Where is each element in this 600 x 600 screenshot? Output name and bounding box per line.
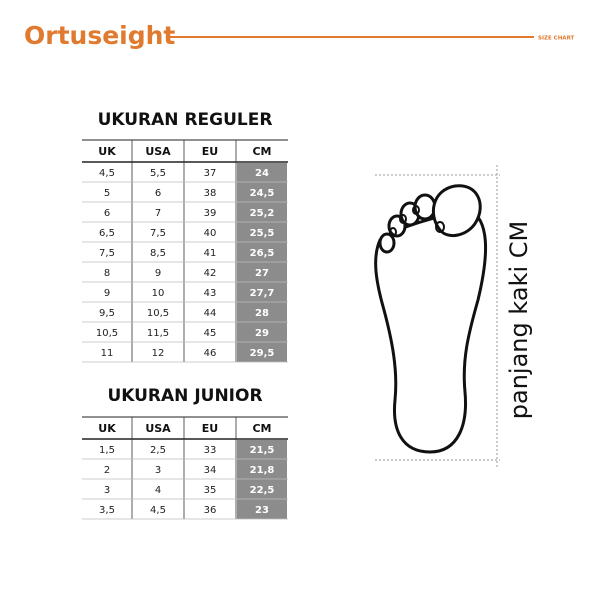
table-cell: 3 (155, 465, 161, 476)
brand-logo: Ortuseight (24, 21, 175, 50)
table-cell: 24 (255, 168, 269, 179)
table-cell: 26,5 (250, 248, 275, 259)
table-cell: 3 (104, 485, 110, 496)
table-cell: 10 (152, 288, 165, 299)
table-cell: 11 (101, 348, 114, 359)
column-header: UK (98, 422, 116, 435)
foot-label: panjang kaki CM (505, 221, 533, 419)
table-cell: 42 (204, 268, 217, 279)
cm-column (237, 163, 287, 362)
table-cell: 5,5 (150, 168, 166, 179)
table-cell: 23 (255, 505, 269, 516)
table-cell: 2 (104, 465, 110, 476)
table-cell: 27 (255, 268, 269, 279)
table-title: UKURAN JUNIOR (107, 386, 262, 406)
table-cell: 41 (204, 248, 217, 259)
table-cell: 4,5 (99, 168, 115, 179)
column-header: EU (202, 422, 218, 435)
table-cell: 28 (255, 308, 269, 319)
table-cell: 6 (155, 188, 161, 199)
foot-diagram (374, 165, 500, 468)
table-cell: 6,5 (99, 228, 115, 239)
table-cell: 33 (204, 445, 217, 456)
column-header: USA (145, 422, 171, 435)
table-cell: 27,7 (250, 288, 275, 299)
table-cell: 7,5 (99, 248, 115, 259)
table-cell: 2,5 (150, 445, 166, 456)
table-cell: 8,5 (150, 248, 166, 259)
table-cell: 44 (204, 308, 217, 319)
table-cell: 10,5 (96, 328, 118, 339)
header-label: SIZE CHART (538, 36, 575, 42)
column-header: EU (202, 145, 218, 158)
table-cell: 39 (204, 208, 217, 219)
table-cell: 4,5 (150, 505, 166, 516)
table-cell: 43 (204, 288, 217, 299)
table-cell: 25,5 (250, 228, 275, 239)
table-title: UKURAN REGULER (98, 110, 273, 130)
table-cell: 29 (255, 328, 269, 339)
cm-column (237, 440, 287, 519)
table-cell: 12 (152, 348, 165, 359)
table-cell: 25,2 (250, 208, 275, 219)
column-header: USA (145, 145, 171, 158)
table-cell: 46 (204, 348, 217, 359)
table-cell: 7 (155, 208, 161, 219)
table-cell: 34 (204, 465, 217, 476)
table-cell: 9,5 (99, 308, 115, 319)
table-cell: 45 (204, 328, 217, 339)
table-cell: 21,5 (250, 445, 275, 456)
table-cell: 9 (155, 268, 161, 279)
table-cell: 6 (104, 208, 110, 219)
table-cell: 1,5 (99, 445, 115, 456)
table-cell: 21,8 (250, 465, 275, 476)
table-cell: 37 (204, 168, 217, 179)
table-cell: 38 (204, 188, 217, 199)
table-cell: 9 (104, 288, 110, 299)
table-cell: 8 (104, 268, 110, 279)
table-cell: 22,5 (250, 485, 275, 496)
column-header: CM (252, 145, 271, 158)
table-cell: 3,5 (99, 505, 115, 516)
table-cell: 11,5 (147, 328, 169, 339)
table-cell: 7,5 (150, 228, 166, 239)
table-cell: 10,5 (147, 308, 169, 319)
column-header: UK (98, 145, 116, 158)
table-cell: 4 (155, 485, 161, 496)
table-cell: 36 (204, 505, 217, 516)
table-cell: 24,5 (250, 188, 275, 199)
table-cell: 5 (104, 188, 110, 199)
column-header: CM (252, 422, 271, 435)
table-cell: 29,5 (250, 348, 275, 359)
table-cell: 35 (204, 485, 217, 496)
table-cell: 40 (204, 228, 217, 239)
